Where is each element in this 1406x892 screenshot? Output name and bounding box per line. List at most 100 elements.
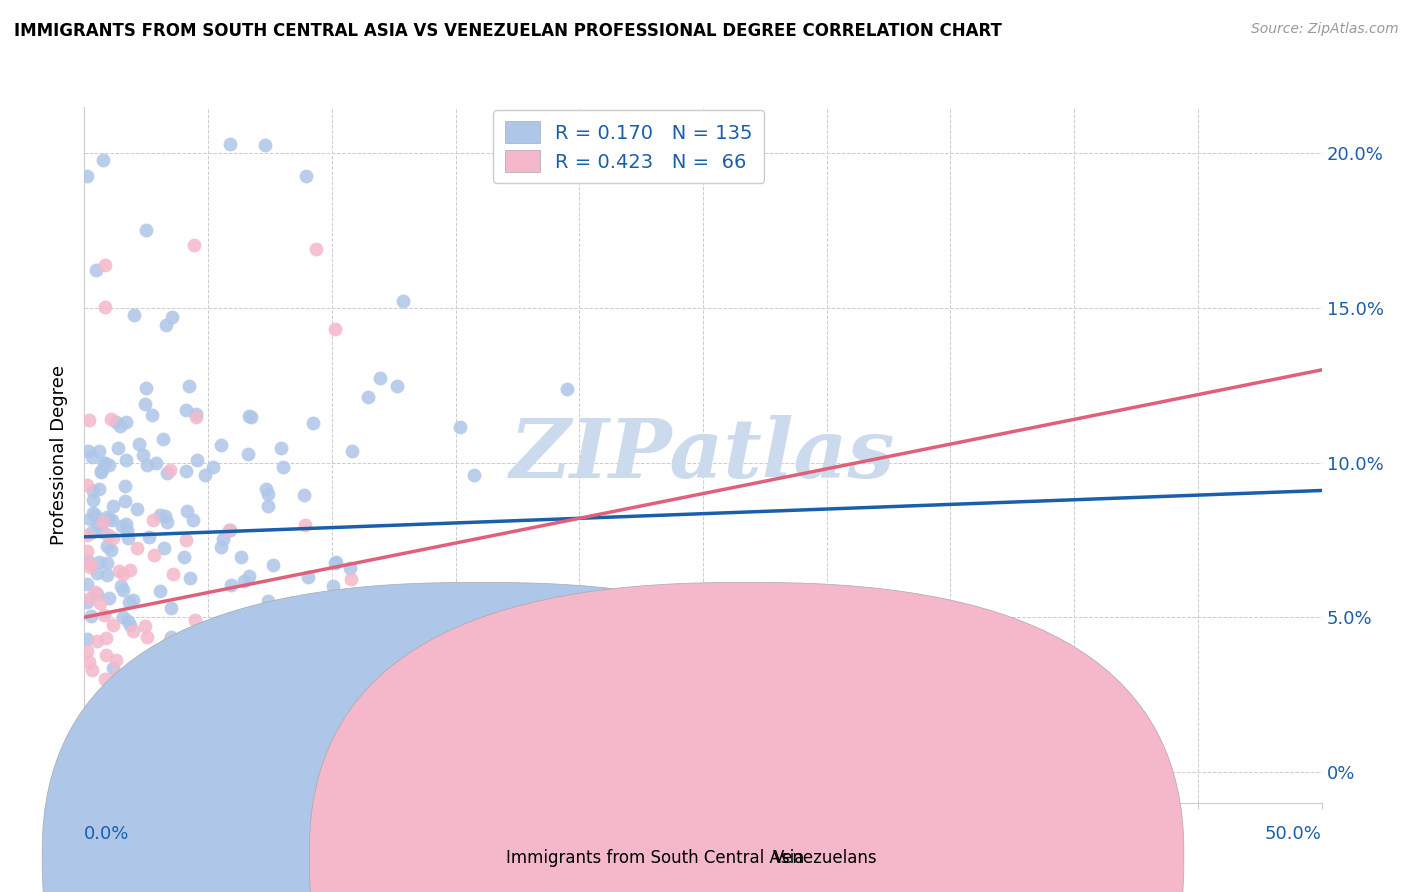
Point	[101, 661, 124, 675]
Point	[84, 764, 107, 779]
Point	[108, 419, 131, 434]
Point	[184, 410, 207, 425]
Point	[194, 467, 217, 482]
Point	[149, 583, 172, 598]
Point	[211, 540, 233, 554]
Point	[86, 633, 108, 648]
Point	[219, 577, 242, 591]
Point	[316, 684, 339, 698]
Point	[79, 746, 101, 760]
Text: 50.0%: 50.0%	[1265, 825, 1322, 843]
Point	[117, 614, 139, 628]
Point	[405, 721, 427, 735]
Point	[94, 631, 117, 645]
Point	[80, 663, 103, 677]
Point	[79, 557, 101, 571]
Point	[84, 584, 107, 599]
Point	[136, 458, 159, 472]
Point	[118, 732, 141, 747]
Point	[111, 519, 134, 533]
Point	[257, 499, 280, 513]
Point	[142, 513, 165, 527]
Point	[117, 531, 139, 545]
Point	[174, 403, 197, 417]
Point	[209, 692, 232, 706]
Point	[115, 517, 138, 532]
Point	[155, 318, 177, 333]
Point	[323, 322, 346, 336]
Point	[103, 499, 125, 513]
Point	[156, 515, 179, 529]
Point	[111, 582, 134, 597]
Point	[97, 458, 120, 472]
Point	[105, 415, 128, 429]
Point	[79, 412, 101, 426]
Point	[96, 648, 118, 663]
Point	[157, 657, 180, 671]
Point	[82, 483, 104, 498]
Point	[94, 300, 117, 314]
Point	[103, 531, 125, 545]
Point	[231, 549, 253, 564]
Point	[86, 566, 108, 581]
Point	[122, 624, 145, 638]
Point	[323, 556, 346, 570]
Point	[118, 594, 141, 608]
Point	[122, 593, 145, 607]
Point	[79, 559, 101, 574]
Point	[174, 464, 197, 478]
Point	[96, 556, 118, 570]
Point	[91, 153, 114, 167]
Point	[125, 502, 148, 516]
Point	[238, 447, 260, 461]
Point	[176, 503, 198, 517]
Point	[153, 541, 176, 555]
Point	[115, 415, 138, 429]
Point	[292, 488, 315, 502]
Point	[84, 262, 107, 277]
Point	[408, 735, 430, 749]
Legend: R = 0.170   N = 135, R = 0.423   N =  66: R = 0.170 N = 135, R = 0.423 N = 66	[494, 110, 765, 183]
Point	[159, 463, 181, 477]
Point	[98, 512, 121, 526]
Point	[177, 379, 200, 393]
Text: 0.0%: 0.0%	[84, 825, 129, 843]
Point	[153, 508, 176, 523]
Point	[232, 574, 254, 589]
Point	[186, 648, 208, 662]
Point	[238, 569, 260, 583]
Point	[101, 617, 124, 632]
Text: IMMIGRANTS FROM SOUTH CENTRAL ASIA VS VENEZUELAN PROFESSIONAL DEGREE CORRELATION: IMMIGRANTS FROM SOUTH CENTRAL ASIA VS VE…	[14, 22, 1002, 40]
Point	[122, 308, 145, 322]
Point	[179, 571, 201, 585]
Point	[76, 595, 98, 609]
Point	[91, 525, 114, 540]
Point	[218, 523, 240, 537]
Point	[76, 478, 98, 492]
Point	[297, 570, 319, 584]
Point	[115, 524, 138, 538]
Point	[262, 558, 284, 573]
Point	[76, 169, 98, 184]
Point	[107, 441, 129, 455]
Point	[146, 675, 169, 690]
Point	[96, 509, 118, 524]
Point	[392, 294, 415, 309]
Point	[212, 533, 235, 547]
Point	[108, 564, 131, 578]
Point	[101, 513, 124, 527]
Point	[555, 382, 578, 396]
Point	[138, 529, 160, 543]
Point	[259, 764, 281, 779]
Point	[339, 561, 361, 575]
Point	[463, 719, 485, 733]
Point	[159, 630, 181, 644]
Point	[169, 634, 191, 648]
Point	[294, 517, 316, 532]
Point	[184, 613, 207, 627]
Point	[201, 459, 224, 474]
Point	[90, 465, 112, 479]
Point	[90, 465, 112, 479]
Point	[87, 482, 110, 496]
Point	[79, 512, 101, 526]
